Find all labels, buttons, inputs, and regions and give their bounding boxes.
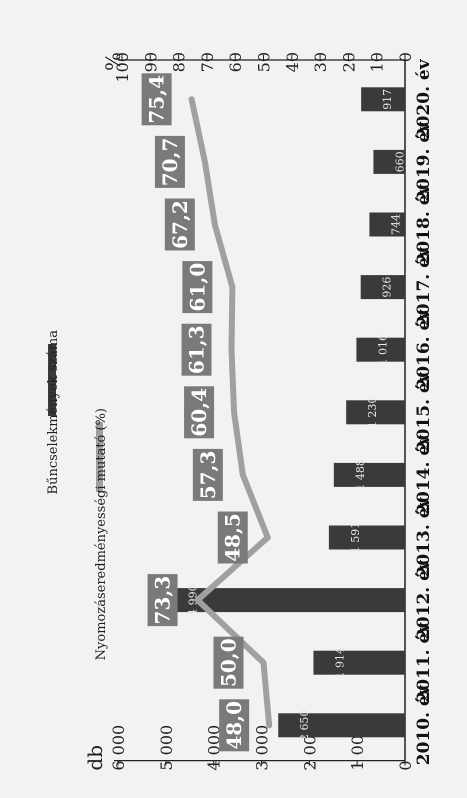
percentage-label-box xyxy=(217,511,248,564)
bar xyxy=(369,212,405,237)
percentage-label-box xyxy=(147,574,178,627)
percentage-label-text: 73,3 xyxy=(151,576,175,625)
right-axis-tick-label: 90 xyxy=(141,52,160,72)
bar-value-label: 2 650 xyxy=(298,710,311,742)
bar xyxy=(328,525,405,550)
percentage-label-text: 75,4 xyxy=(145,75,169,124)
right-axis-tick-label: 80 xyxy=(170,52,189,72)
percentage-label: 75,4 xyxy=(141,73,172,126)
bar-value-label: 917 xyxy=(381,89,394,110)
left-axis-tick-label: 5 000 xyxy=(157,725,176,771)
percentage-label: 67,2 xyxy=(164,198,195,251)
percentage-label: 48,5 xyxy=(217,511,248,564)
percentage-label: 60,4 xyxy=(184,386,215,439)
left-axis-tick-label: 0 xyxy=(396,760,415,770)
bar xyxy=(373,149,405,174)
percentage-label-box xyxy=(192,448,223,501)
percentage-label-box xyxy=(181,323,212,376)
left-axis-unit: db xyxy=(83,745,107,771)
bar xyxy=(313,650,405,675)
percentage-label: 57,3 xyxy=(192,448,223,501)
bar-value-label: 1 591 xyxy=(349,522,362,554)
bar xyxy=(346,400,405,425)
percentage-label-text: 60,4 xyxy=(187,388,211,437)
percentage-label-box xyxy=(164,198,195,251)
percentage-label-text: 50,0 xyxy=(217,638,241,687)
legend-label-line: Nyomozáseredményességi mutató (%) xyxy=(94,408,109,660)
right-axis-tick-label: 50 xyxy=(255,52,274,72)
legend: Bűncselekmények száma Nyomozáseredményess… xyxy=(46,330,109,661)
legend-swatch-bars xyxy=(48,344,56,416)
percentage-label-text: 48,0 xyxy=(222,701,246,750)
right-axis-tick-label: 40 xyxy=(283,52,302,72)
category-label: 2014. év xyxy=(414,434,434,515)
percentage-label: 70,7 xyxy=(154,135,185,188)
bar xyxy=(278,713,405,738)
left-axis-tick-label: 4 000 xyxy=(205,725,224,771)
bar-value-label: 1 914 xyxy=(333,647,346,679)
percentage-label-box xyxy=(213,636,244,689)
percentage-label: 73,3 xyxy=(147,574,178,627)
percentage-label-text: 61,0 xyxy=(185,263,209,312)
category-label: 2018. év xyxy=(414,183,434,264)
percentage-label-box xyxy=(141,73,172,126)
category-label: 2020. év xyxy=(414,58,434,139)
bar-value-label: 1 016 xyxy=(376,334,389,366)
bar xyxy=(333,462,405,487)
legend-swatch-line xyxy=(96,422,103,492)
category-label: 2017. év xyxy=(414,246,434,327)
bar-value-label: 660 xyxy=(393,151,406,172)
right-axis-tick-label: 0 xyxy=(396,52,415,62)
bar xyxy=(360,275,405,300)
right-axis-tick-label: 70 xyxy=(198,52,217,72)
category-label: 2019. év xyxy=(414,121,434,202)
legend-label-bars: Bűncselekmények száma xyxy=(46,330,61,495)
right-axis-tick-label: 20 xyxy=(339,52,358,72)
right-axis-tick-label: 10 xyxy=(368,52,387,72)
right-axis-tick-label: 30 xyxy=(311,52,330,72)
percentage-label-box xyxy=(154,135,185,188)
category-label: 2012. év xyxy=(414,559,434,640)
bar xyxy=(356,337,405,362)
percentage-label-text: 70,7 xyxy=(158,138,182,187)
category-label: 2013. év xyxy=(414,496,434,577)
left-axis-tick-label: 6 000 xyxy=(109,725,128,771)
percentage-label: 48,0 xyxy=(219,699,250,752)
category-label: 2015. év xyxy=(414,371,434,452)
bar xyxy=(361,87,405,112)
category-label: 2016. év xyxy=(414,309,434,390)
bar-value-label: 926 xyxy=(381,277,394,298)
right-axis-tick-label: 60 xyxy=(226,52,245,72)
category-label: 2011. év xyxy=(414,622,434,703)
percentage-label: 61,3 xyxy=(181,323,212,376)
right-axis-tick-label: 100 xyxy=(113,52,132,83)
percentage-label-box xyxy=(219,699,250,752)
percentage-label-text: 48,5 xyxy=(221,513,245,562)
percentage-label: 61,0 xyxy=(182,261,213,314)
right-axis-unit: % xyxy=(101,52,125,71)
category-label: 2010. év xyxy=(414,684,434,765)
percentage-label-text: 67,2 xyxy=(168,200,192,249)
percentage-label-text: 57,3 xyxy=(196,451,220,500)
bar-value-label: 1 230 xyxy=(366,397,379,429)
bar-value-label: 1 488 xyxy=(354,459,367,491)
percentage-label-box xyxy=(184,386,215,439)
percentage-label-text: 61,3 xyxy=(185,325,209,374)
percentage-line xyxy=(188,96,273,729)
bar-value-label: 4 990 xyxy=(186,584,199,616)
left-axis-tick-label: 3 000 xyxy=(253,725,272,771)
percentage-label: 50,0 xyxy=(213,636,244,689)
bar-value-label: 744 xyxy=(389,214,402,235)
percentage-label-box xyxy=(182,261,213,314)
